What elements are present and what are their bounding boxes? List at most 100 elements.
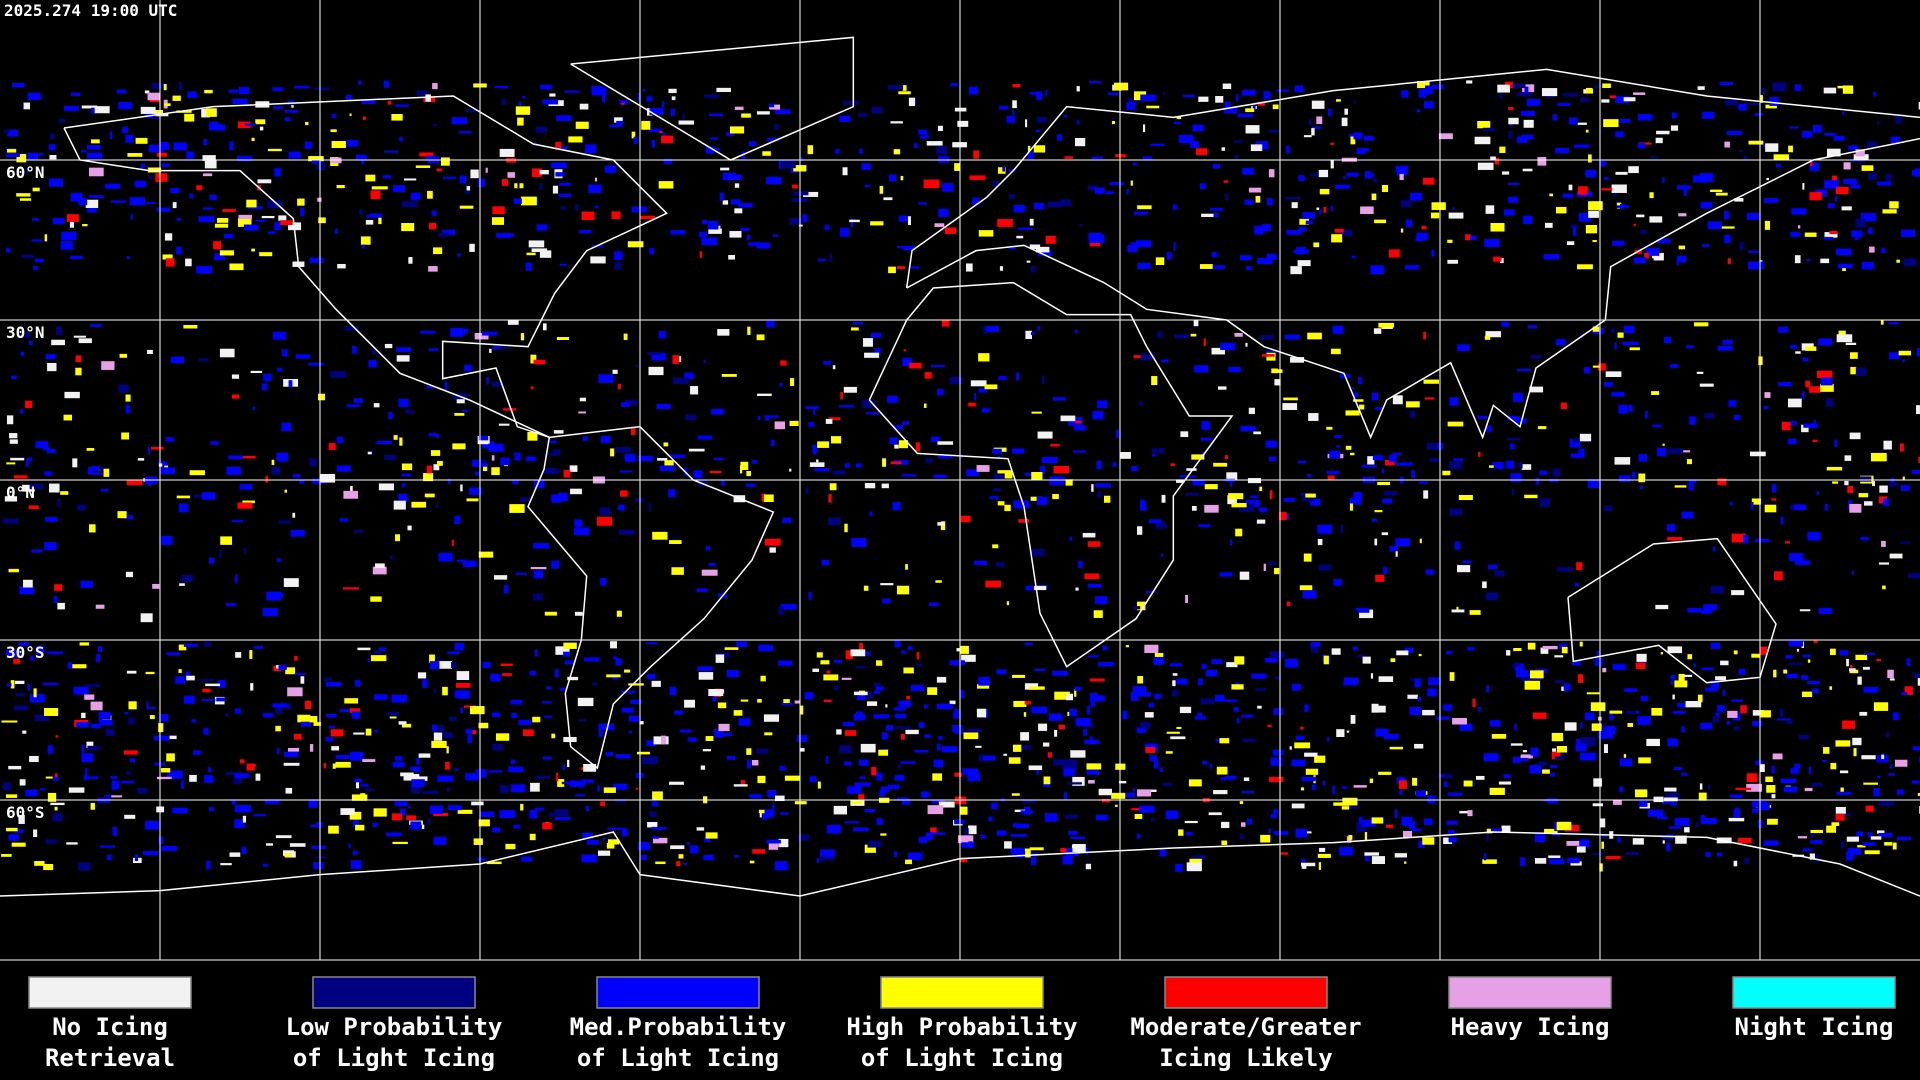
icing-patch <box>3 782 11 791</box>
icing-patch <box>1330 348 1341 355</box>
icing-patch <box>158 723 164 733</box>
icing-patch <box>938 735 943 740</box>
icing-patch <box>839 115 851 122</box>
icing-patch <box>684 699 696 708</box>
icing-patch <box>579 103 589 110</box>
icing-patch <box>551 162 567 169</box>
icing-patch <box>480 459 488 464</box>
icing-patch <box>1848 145 1859 150</box>
icing-patch <box>859 643 864 650</box>
icing-patch <box>1284 334 1300 340</box>
icing-patch <box>1036 116 1047 123</box>
icing-patch <box>57 602 65 610</box>
icing-patch <box>649 811 656 817</box>
icing-patch <box>489 348 492 353</box>
icing-patch <box>842 167 848 176</box>
icing-patch <box>556 772 559 782</box>
icing-patch <box>265 475 268 483</box>
icing-patch <box>478 819 490 827</box>
icing-patch <box>331 141 346 148</box>
icing-patch <box>407 525 412 531</box>
icing-patch <box>250 370 263 374</box>
icing-patch <box>1180 431 1189 438</box>
icing-patch <box>543 467 559 475</box>
icing-patch <box>320 473 336 483</box>
icing-patch <box>229 263 244 271</box>
icing-patch <box>1126 188 1129 195</box>
icing-patch <box>1301 776 1316 782</box>
icing-patch <box>1372 455 1384 461</box>
icing-patch <box>1374 219 1387 224</box>
icing-patch <box>826 670 831 674</box>
icing-patch <box>1382 498 1393 504</box>
icing-patch <box>1219 572 1233 577</box>
icing-patch <box>1609 713 1614 721</box>
icing-patch <box>1423 818 1433 826</box>
icing-patch <box>900 733 905 740</box>
icing-patch <box>1509 443 1515 450</box>
icing-patch <box>181 574 193 582</box>
icing-patch <box>1561 686 1566 691</box>
icing-patch <box>749 860 755 864</box>
icing-patch <box>1349 497 1362 505</box>
icing-patch <box>1744 857 1749 864</box>
icing-patch <box>1887 669 1894 679</box>
icing-patch <box>499 785 509 793</box>
icing-patch <box>1364 135 1374 141</box>
icing-patch <box>488 770 503 773</box>
icing-patch <box>1178 829 1184 836</box>
icing-patch <box>1133 211 1149 215</box>
icing-patch <box>764 538 781 546</box>
icing-patch <box>624 453 636 462</box>
icing-patch <box>1074 688 1077 697</box>
icing-patch <box>1678 673 1685 681</box>
icing-patch <box>701 237 718 246</box>
icing-patch <box>1026 260 1031 263</box>
icing-patch <box>703 854 714 861</box>
icing-patch <box>1303 553 1312 562</box>
icing-patch <box>1166 251 1172 260</box>
icing-patch <box>1224 775 1237 780</box>
icing-patch <box>429 654 435 663</box>
icing-patch <box>591 85 603 94</box>
icing-patch <box>39 788 46 791</box>
icing-patch <box>31 239 43 242</box>
icing-patch <box>384 343 393 349</box>
icing-patch <box>482 464 488 472</box>
icing-patch <box>330 371 346 378</box>
icing-patch <box>1112 462 1117 467</box>
icing-patch <box>1813 640 1818 643</box>
icing-patch <box>1236 94 1239 102</box>
icing-patch <box>304 141 312 149</box>
icing-patch <box>148 144 164 153</box>
icing-patch <box>32 187 40 192</box>
icing-patch <box>1666 842 1671 852</box>
icing-patch <box>1731 533 1746 543</box>
icing-patch <box>568 136 583 143</box>
icing-patch <box>937 455 953 459</box>
icing-patch <box>330 129 337 133</box>
icing-patch <box>923 179 940 189</box>
icing-patch <box>1864 850 1880 855</box>
icing-patch <box>252 407 256 411</box>
icing-patch <box>228 89 239 93</box>
icing-patch <box>1826 398 1834 407</box>
icing-patch <box>1348 134 1356 138</box>
icing-patch <box>984 384 998 390</box>
icing-patch <box>1503 773 1510 779</box>
icing-patch <box>1394 809 1398 819</box>
icing-patch <box>1 720 18 723</box>
icing-patch <box>529 810 538 819</box>
icing-patch <box>1913 673 1920 679</box>
icing-patch <box>73 335 86 338</box>
icing-patch <box>1297 260 1311 267</box>
icing-patch <box>1796 648 1800 652</box>
icing-patch <box>669 781 684 785</box>
icing-patch <box>1602 725 1616 735</box>
icing-patch <box>52 813 63 822</box>
icing-patch <box>1236 718 1240 724</box>
icing-patch <box>960 689 964 699</box>
icing-patch <box>225 603 236 607</box>
icing-patch <box>1840 787 1844 795</box>
icing-patch <box>889 437 898 445</box>
